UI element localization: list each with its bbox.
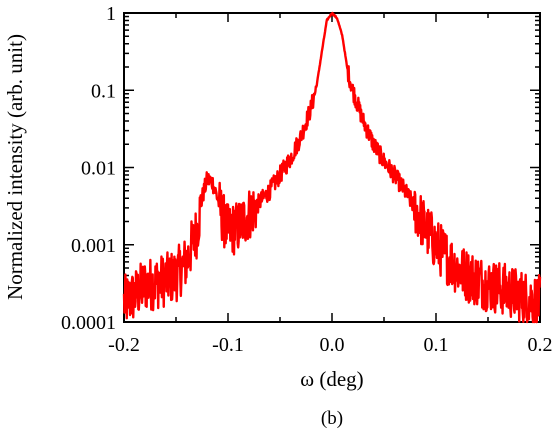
x-tick-label: -0.2 xyxy=(108,334,140,356)
y-tick-label: 0.0001 xyxy=(61,312,116,334)
y-tick-label: 1 xyxy=(106,3,116,25)
series-layer xyxy=(122,11,542,324)
labels-layer: -0.2 -0.1 0.0 0.1 0.2 0.0001 0.001 0.01 0.1 1 xyxy=(61,3,553,356)
y-tick-label: 0.01 xyxy=(81,158,116,180)
series-line xyxy=(122,11,542,324)
x-tick-label: 0.2 xyxy=(528,334,553,356)
figure-caption: (b) xyxy=(321,408,343,429)
y-tick-label: 0.1 xyxy=(91,80,116,102)
y-tick-label: 0.001 xyxy=(71,235,116,257)
x-tick-label: 0.1 xyxy=(424,334,449,356)
x-tick-label: -0.1 xyxy=(212,334,244,356)
x-tick-label: 0.0 xyxy=(320,334,345,356)
x-axis-title: ω (deg) xyxy=(300,367,363,391)
y-axis-title: Normalized intensity (arb. unit) xyxy=(3,34,27,300)
